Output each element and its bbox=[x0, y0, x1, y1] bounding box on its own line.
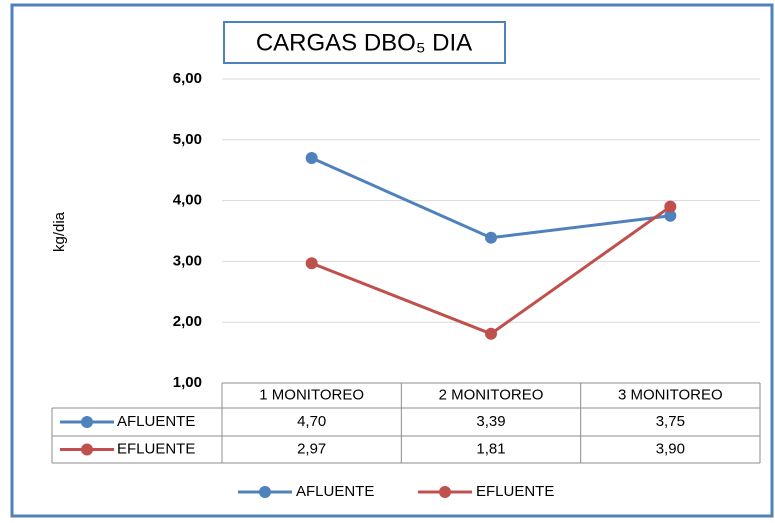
table-value: 4,70 bbox=[297, 413, 326, 430]
x-tick-label: 2 MONITOREO bbox=[439, 386, 544, 403]
table-value: 1,81 bbox=[476, 440, 505, 457]
frame bbox=[10, 3, 774, 518]
y-axis-label: kg/dia bbox=[51, 211, 68, 252]
legend-label: AFLUENTE bbox=[296, 483, 374, 500]
table-value: 3,90 bbox=[656, 440, 685, 457]
table-row-label: AFLUENTE bbox=[117, 413, 195, 430]
data-point bbox=[305, 257, 318, 270]
data-point bbox=[485, 231, 497, 244]
title-box bbox=[223, 21, 506, 64]
y-tick-label: 5,00 bbox=[173, 131, 202, 148]
chart-title: CARGAS DBO₅ DIA bbox=[256, 29, 472, 56]
y-tick-label: 4,00 bbox=[173, 192, 202, 209]
x-tick-label: 1 MONITOREO bbox=[259, 386, 364, 403]
legend-key bbox=[259, 486, 271, 498]
data-point bbox=[305, 152, 318, 165]
data-point bbox=[664, 200, 677, 213]
table-value: 2,97 bbox=[297, 440, 326, 457]
y-tick-label: 1,00 bbox=[173, 374, 202, 391]
legend-key bbox=[439, 486, 451, 498]
table-row-label: EFLUENTE bbox=[117, 440, 195, 457]
legend-key bbox=[81, 443, 93, 456]
table-value: 3,39 bbox=[476, 413, 505, 430]
y-tick-label: 6,00 bbox=[173, 70, 202, 87]
legend-key bbox=[81, 416, 93, 428]
table-value: 3,75 bbox=[656, 413, 685, 430]
x-tick-label: 3 MONITOREO bbox=[618, 386, 723, 403]
data-point bbox=[485, 327, 497, 340]
data-point bbox=[664, 209, 677, 222]
y-tick-label: 3,00 bbox=[173, 252, 202, 269]
legend-label: EFLUENTE bbox=[476, 483, 554, 500]
y-tick-label: 2,00 bbox=[173, 313, 202, 330]
